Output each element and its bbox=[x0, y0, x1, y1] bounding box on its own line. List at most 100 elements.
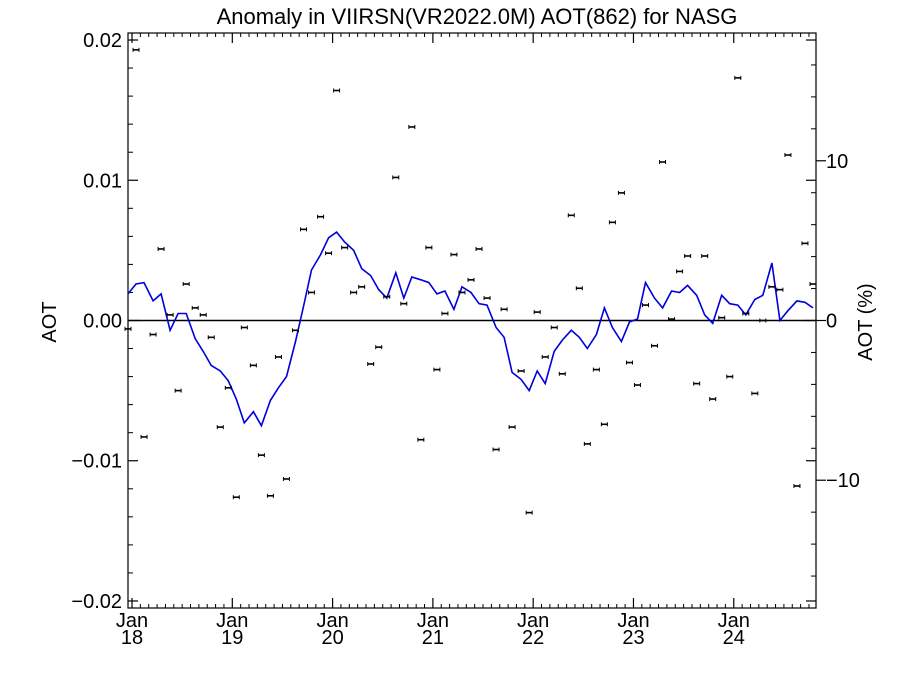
data-point bbox=[224, 385, 232, 390]
y-axis-label: AOT bbox=[39, 301, 61, 342]
data-point bbox=[517, 368, 525, 373]
data-point bbox=[191, 305, 199, 310]
data-point bbox=[132, 47, 140, 52]
data-point bbox=[341, 245, 349, 250]
x-tick-year: 23 bbox=[622, 627, 644, 649]
data-point bbox=[642, 303, 650, 308]
data-point bbox=[600, 422, 608, 427]
data-point bbox=[367, 361, 375, 366]
data-point bbox=[751, 391, 759, 396]
data-point bbox=[257, 453, 265, 458]
data-point bbox=[668, 317, 676, 322]
data-point bbox=[525, 510, 533, 515]
data-point bbox=[659, 160, 667, 165]
data-point bbox=[550, 325, 558, 330]
data-point bbox=[475, 246, 483, 251]
data-point bbox=[441, 311, 449, 316]
data-point bbox=[768, 284, 776, 289]
data-point bbox=[400, 301, 408, 306]
y-tick-label: −0.01 bbox=[71, 451, 122, 473]
chart-title: Anomaly in VIIRSN(VR2022.0M) AOT(862) fo… bbox=[217, 4, 738, 29]
data-point bbox=[425, 245, 433, 250]
data-point bbox=[726, 374, 734, 379]
data-point bbox=[801, 241, 809, 246]
data-point bbox=[207, 335, 215, 340]
data-point bbox=[492, 447, 500, 452]
data-point bbox=[157, 246, 165, 251]
x-tick-year: 20 bbox=[321, 627, 343, 649]
data-point bbox=[676, 269, 684, 274]
data-point bbox=[199, 312, 207, 317]
data-point bbox=[149, 332, 157, 337]
y-tick-label: −0.02 bbox=[71, 591, 122, 613]
y-tick-label: 0.00 bbox=[83, 311, 122, 333]
data-point bbox=[651, 343, 659, 348]
data-point bbox=[166, 312, 174, 317]
data-point bbox=[541, 354, 549, 359]
data-point bbox=[625, 360, 633, 365]
data-point bbox=[793, 483, 801, 488]
data-point bbox=[608, 220, 616, 225]
data-point bbox=[240, 325, 248, 330]
data-point bbox=[458, 290, 466, 295]
data-point bbox=[617, 190, 625, 195]
data-point bbox=[232, 495, 240, 500]
data-point bbox=[325, 251, 333, 256]
data-point bbox=[759, 318, 767, 323]
data-point bbox=[467, 277, 475, 282]
data-point bbox=[450, 252, 458, 257]
data-point bbox=[174, 388, 182, 393]
data-point bbox=[684, 253, 692, 258]
data-point bbox=[709, 397, 717, 402]
x-tick-month: Jan bbox=[517, 610, 549, 632]
data-point bbox=[358, 284, 366, 289]
data-point bbox=[417, 437, 425, 442]
data-point bbox=[216, 425, 224, 430]
x-tick-month: Jan bbox=[718, 610, 750, 632]
x-tick-month: Jan bbox=[417, 610, 449, 632]
data-point bbox=[282, 476, 290, 481]
x-tick-year: 21 bbox=[422, 627, 444, 649]
data-point bbox=[500, 307, 508, 312]
y2-axis-label: AOT (%) bbox=[855, 283, 877, 360]
data-point bbox=[558, 371, 566, 376]
y-tick-label: 0.01 bbox=[83, 170, 122, 192]
data-point bbox=[433, 367, 441, 372]
data-point bbox=[809, 282, 817, 287]
y-tick-label: 0.02 bbox=[83, 30, 122, 52]
x-tick-month: Jan bbox=[617, 610, 649, 632]
data-point bbox=[583, 441, 591, 446]
data-point bbox=[392, 175, 400, 180]
data-point bbox=[333, 88, 341, 93]
data-point bbox=[383, 294, 391, 299]
data-point bbox=[182, 282, 190, 287]
y2-tick-label: −10 bbox=[826, 470, 860, 492]
data-point bbox=[350, 290, 358, 295]
data-point bbox=[124, 326, 132, 331]
data-point bbox=[249, 363, 257, 368]
data-point bbox=[508, 425, 516, 430]
x-tick-year: 18 bbox=[121, 627, 143, 649]
x-tick-month: Jan bbox=[216, 610, 248, 632]
y2-tick-label: 0 bbox=[826, 311, 837, 333]
data-point bbox=[317, 214, 325, 219]
x-tick-month: Jan bbox=[316, 610, 348, 632]
data-point bbox=[266, 493, 274, 498]
x-tick-year: 19 bbox=[221, 627, 243, 649]
x-tick-year: 22 bbox=[522, 627, 544, 649]
data-point bbox=[575, 286, 583, 291]
data-point bbox=[701, 253, 709, 258]
data-point bbox=[776, 287, 784, 292]
x-tick-month: Jan bbox=[116, 610, 148, 632]
data-point bbox=[784, 153, 792, 158]
y2-tick-label: 10 bbox=[826, 151, 848, 173]
data-point bbox=[567, 213, 575, 218]
data-point bbox=[483, 296, 491, 301]
data-point bbox=[140, 434, 148, 439]
data-point bbox=[375, 345, 383, 350]
data-point bbox=[718, 315, 726, 320]
data-point bbox=[300, 227, 308, 232]
data-point bbox=[291, 328, 299, 333]
data-point bbox=[274, 354, 282, 359]
